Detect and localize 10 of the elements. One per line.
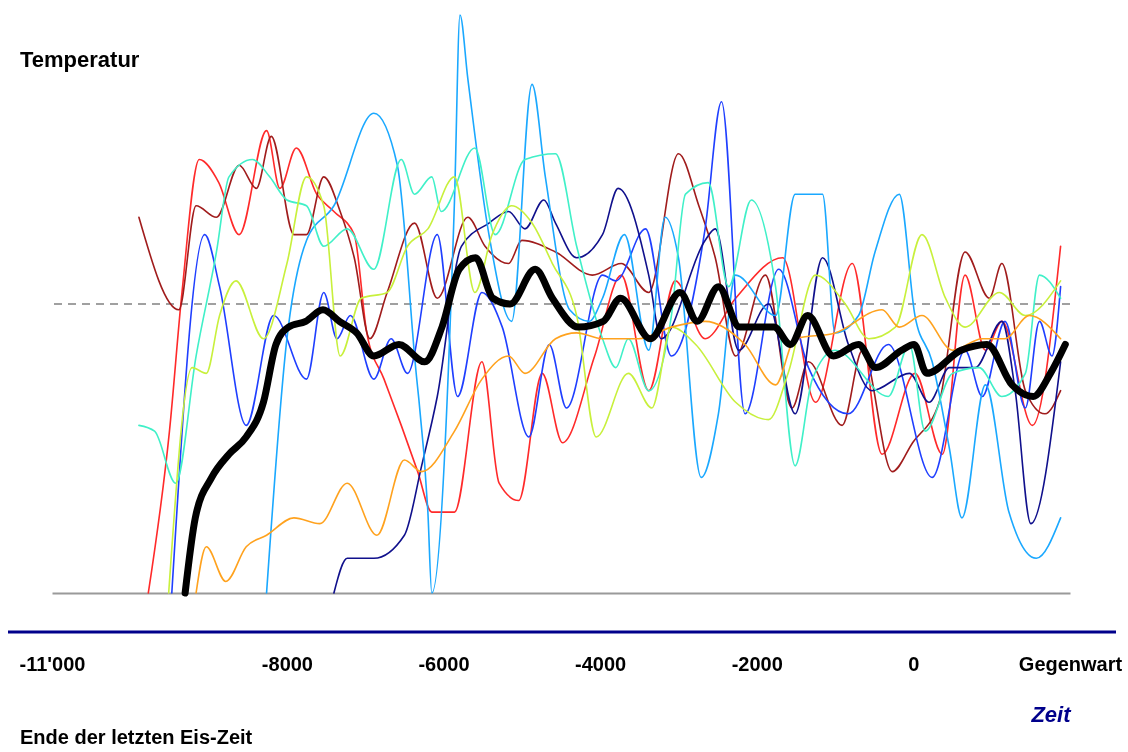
x-tick-label: -4000 — [575, 652, 627, 675]
y-axis-title: Temperatur — [20, 47, 140, 72]
x-tick-label: -11'000 — [19, 652, 86, 675]
x-tick-label: -2000 — [731, 652, 783, 675]
text: Ende der letzten Eis-Zeit — [20, 726, 253, 748]
x-tick-label: -8000 — [261, 652, 313, 675]
x-tick-label: 0 — [908, 652, 920, 675]
x-axis-title: Zeit — [1030, 701, 1073, 727]
x-tick-label: -6000 — [418, 652, 470, 675]
x-tick-label: Gegenwart — [1018, 652, 1123, 675]
